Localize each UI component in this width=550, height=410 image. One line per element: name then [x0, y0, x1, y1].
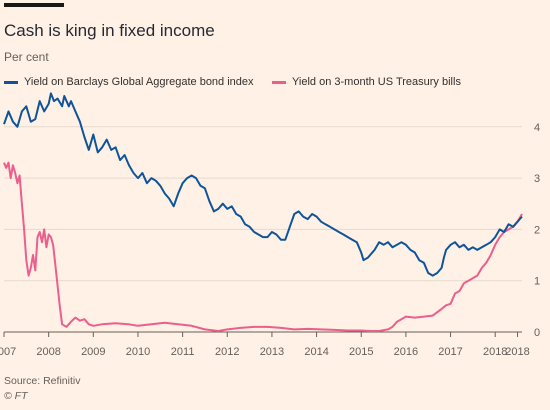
- x-tick-label-10: 2017: [438, 346, 462, 358]
- x-tick-label-1: 2008: [36, 346, 60, 358]
- x-tick-label-6: 2013: [260, 346, 284, 358]
- series-lines: [3, 92, 523, 332]
- x-tick-label-5: 2012: [215, 346, 239, 358]
- chart-title: Cash is king in fixed income: [4, 21, 215, 40]
- y-tick-label-1: 1: [534, 276, 540, 288]
- x-tick-label-0: 2007: [0, 346, 16, 358]
- x-tick-label-11: 2018: [483, 346, 507, 358]
- series-line-treasury-bills: [3, 161, 523, 332]
- legend-item-bond-index: Yield on Barclays Global Aggregate bond …: [4, 76, 254, 88]
- x-tick-label-7: 2014: [304, 346, 328, 358]
- x-tick-label-8: 2015: [349, 346, 373, 358]
- ft-credit: © FT: [4, 390, 28, 402]
- legend-label-treasury-bills: Yield on 3-month US Treasury bills: [292, 76, 461, 88]
- y-tick-label-3: 3: [534, 173, 540, 185]
- x-tick-label-2: 2009: [81, 346, 105, 358]
- legend-label-bond-index: Yield on Barclays Global Aggregate bond …: [24, 76, 254, 88]
- legend-swatch-bond-index: [4, 80, 18, 84]
- source-note: Source: Refinitiv: [4, 375, 81, 387]
- x-tick-label-12: 2018: [505, 346, 529, 358]
- x-tick-label-3: 2010: [126, 346, 150, 358]
- x-tick-label-4: 2011: [171, 346, 195, 358]
- legend-item-treasury-bills: Yield on 3-month US Treasury bills: [272, 76, 461, 88]
- y-tick-label-2: 2: [534, 224, 540, 236]
- y-tick-label-4: 4: [534, 122, 540, 134]
- header-rule: [4, 3, 64, 7]
- series-line-bond-index: [3, 92, 523, 277]
- legend-swatch-treasury-bills: [272, 80, 286, 84]
- x-axis: 2007 2008 2009 2010 2011 2012 2013 2014 2015 2016…: [0, 332, 530, 358]
- gridlines: [4, 126, 522, 333]
- y-tick-label-0: 0: [534, 327, 540, 339]
- y-axis-labels: 0 1 2 3 4: [534, 122, 540, 339]
- x-tick-label-9: 2016: [394, 346, 418, 358]
- chart-subtitle: Per cent: [4, 50, 49, 64]
